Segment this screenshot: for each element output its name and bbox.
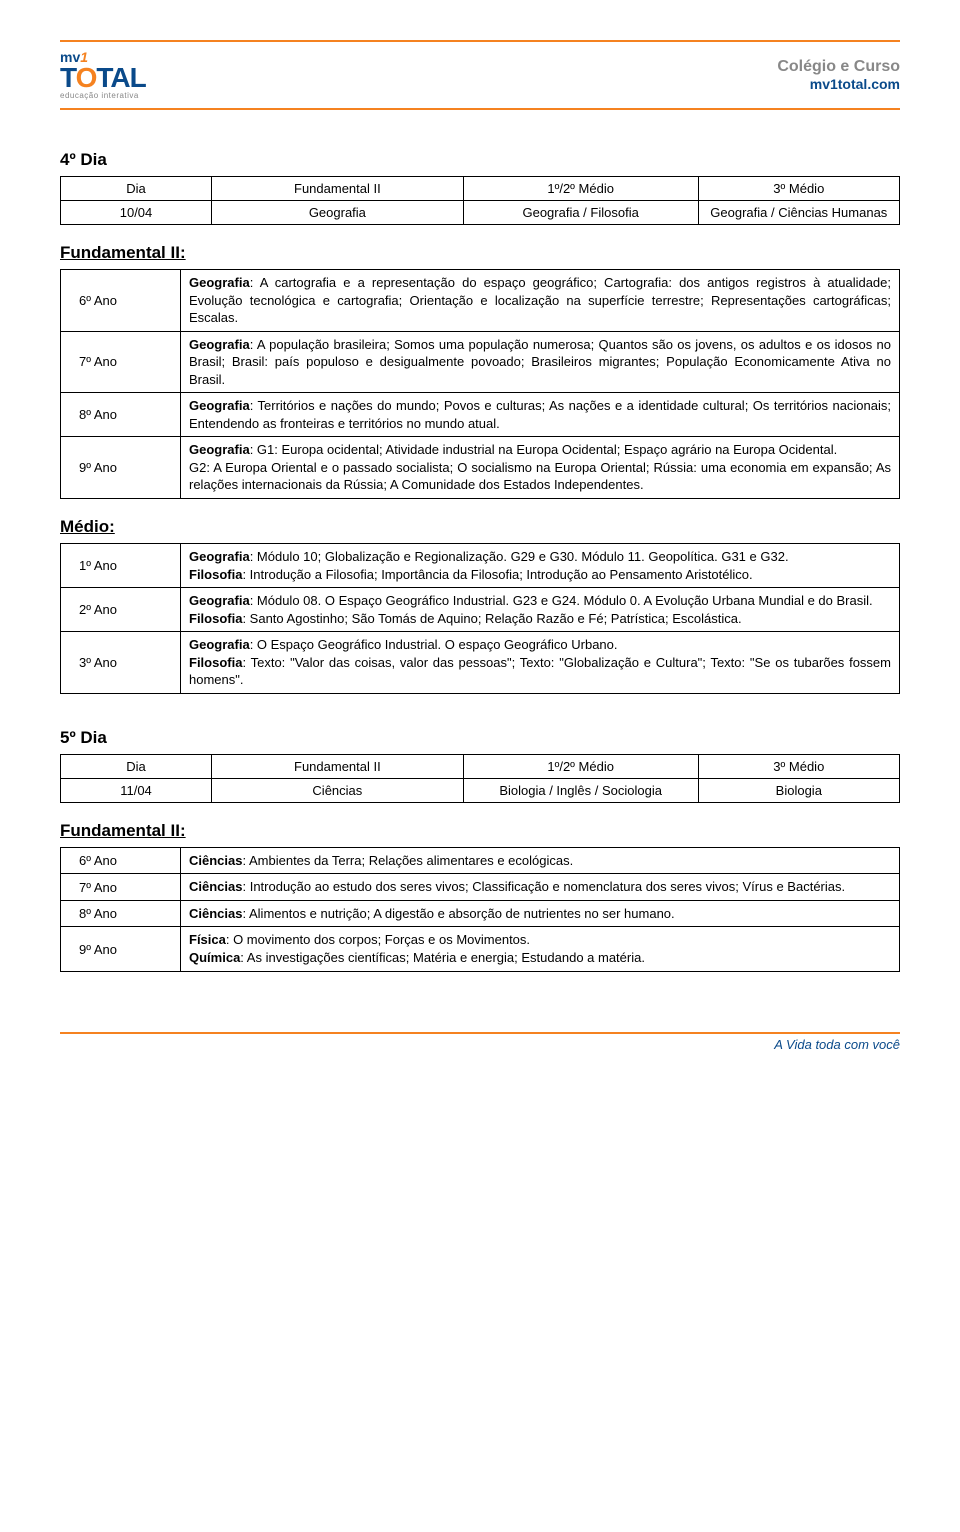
grade-content: Ciências: Introdução ao estudo dos seres… [181, 874, 900, 901]
day4-fund-title: Fundamental II: [60, 243, 900, 263]
text: A cartografia e a representação do espaç… [189, 275, 891, 325]
cell: Geografia / Filosofia [463, 201, 698, 225]
grade-label: 8º Ano [61, 393, 181, 437]
grade-content: Geografia: A população brasileira; Somos… [181, 331, 900, 393]
table-row: Dia Fundamental II 1º/2º Médio 3º Médio [61, 754, 900, 778]
grade-content: Geografia: Módulo 08. O Espaço Geográfic… [181, 588, 900, 632]
table-row: 7º Ano Ciências: Introdução ao estudo do… [61, 874, 900, 901]
grade-content: Geografia: Territórios e nações do mundo… [181, 393, 900, 437]
text: A população brasileira; Somos uma popula… [189, 337, 891, 387]
grade-content: Física: O movimento dos corpos; Forças e… [181, 927, 900, 971]
day4-title: 4º Dia [60, 150, 900, 170]
grade-content: Geografia: G1: Europa ocidental; Ativida… [181, 437, 900, 499]
day5-title: 5º Dia [60, 728, 900, 748]
day5-fund-title: Fundamental II: [60, 821, 900, 841]
grade-label: 9º Ano [61, 927, 181, 971]
cell: 3º Médio [698, 754, 899, 778]
cell: Fundamental II [212, 754, 464, 778]
cell: Biologia [698, 778, 899, 802]
cell: 11/04 [61, 778, 212, 802]
cell: Geografia / Ciências Humanas [698, 201, 899, 225]
table-row: 9º Ano Física: O movimento dos corpos; F… [61, 927, 900, 971]
cell: Geografia [212, 201, 464, 225]
grade-content: Geografia: A cartografia e a representaç… [181, 270, 900, 332]
grade-label: 2º Ano [61, 588, 181, 632]
grade-label: 6º Ano [61, 270, 181, 332]
footer-bar: A Vida toda com você [60, 1032, 900, 1052]
grade-label: 9º Ano [61, 437, 181, 499]
day4-medio-table: 1º Ano Geografia: Módulo 10; Globalizaçã… [60, 543, 900, 694]
grade-label: 8º Ano [61, 900, 181, 927]
table-row: 10/04 Geografia Geografia / Filosofia Ge… [61, 201, 900, 225]
cell: Dia [61, 754, 212, 778]
table-row: Dia Fundamental II 1º/2º Médio 3º Médio [61, 177, 900, 201]
table-row: 6º Ano Ciências: Ambientes da Terra; Rel… [61, 847, 900, 874]
cell: 10/04 [61, 201, 212, 225]
grade-label: 7º Ano [61, 331, 181, 393]
day4-schedule-table: Dia Fundamental II 1º/2º Médio 3º Médio … [60, 176, 900, 225]
grade-label: 1º Ano [61, 544, 181, 588]
grade-content: Ciências: Ambientes da Terra; Relações a… [181, 847, 900, 874]
table-row: 7º Ano Geografia: A população brasileira… [61, 331, 900, 393]
logo-main: TOTAL [60, 64, 146, 92]
table-row: 3º Ano Geografia: O Espaço Geográfico In… [61, 632, 900, 694]
table-row: 8º Ano Geografia: Territórios e nações d… [61, 393, 900, 437]
day4-medio-title: Médio: [60, 517, 900, 537]
header-right-line1: Colégio e Curso [777, 58, 900, 76]
grade-content: Ciências: Alimentos e nutrição; A digest… [181, 900, 900, 927]
page: mv1 TOTAL educação interativa Colégio e … [0, 0, 960, 1082]
day5-schedule-table: Dia Fundamental II 1º/2º Médio 3º Médio … [60, 754, 900, 803]
grade-label: 6º Ano [61, 847, 181, 874]
grade-label: 7º Ano [61, 874, 181, 901]
table-row: 6º Ano Geografia: A cartografia e a repr… [61, 270, 900, 332]
logo-right: Colégio e Curso mv1total.com [777, 58, 900, 92]
grade-label: 3º Ano [61, 632, 181, 694]
header-right-line2: mv1total.com [777, 76, 900, 92]
footer-slogan: A Vida toda com você [774, 1037, 900, 1052]
grade-content: Geografia: Módulo 10; Globalização e Reg… [181, 544, 900, 588]
table-row: 1º Ano Geografia: Módulo 10; Globalizaçã… [61, 544, 900, 588]
table-row: 9º Ano Geografia: G1: Europa ocidental; … [61, 437, 900, 499]
table-row: 8º Ano Ciências: Alimentos e nutrição; A… [61, 900, 900, 927]
day5-fund-table: 6º Ano Ciências: Ambientes da Terra; Rel… [60, 847, 900, 972]
cell: Fundamental II [212, 177, 464, 201]
logo-tag: educação interativa [60, 92, 146, 100]
cell: 1º/2º Médio [463, 177, 698, 201]
day4-fund-table: 6º Ano Geografia: A cartografia e a repr… [60, 269, 900, 499]
text: Territórios e nações do mundo; Povos e c… [189, 398, 891, 431]
logo-left: mv1 TOTAL educação interativa [60, 50, 146, 100]
table-row: 11/04 Ciências Biologia / Inglês / Socio… [61, 778, 900, 802]
cell: 3º Médio [698, 177, 899, 201]
cell: Dia [61, 177, 212, 201]
grade-content: Geografia: O Espaço Geográfico Industria… [181, 632, 900, 694]
cell: Biologia / Inglês / Sociologia [463, 778, 698, 802]
cell: Ciências [212, 778, 464, 802]
header-bar: mv1 TOTAL educação interativa Colégio e … [60, 40, 900, 110]
table-row: 2º Ano Geografia: Módulo 08. O Espaço Ge… [61, 588, 900, 632]
cell: 1º/2º Médio [463, 754, 698, 778]
